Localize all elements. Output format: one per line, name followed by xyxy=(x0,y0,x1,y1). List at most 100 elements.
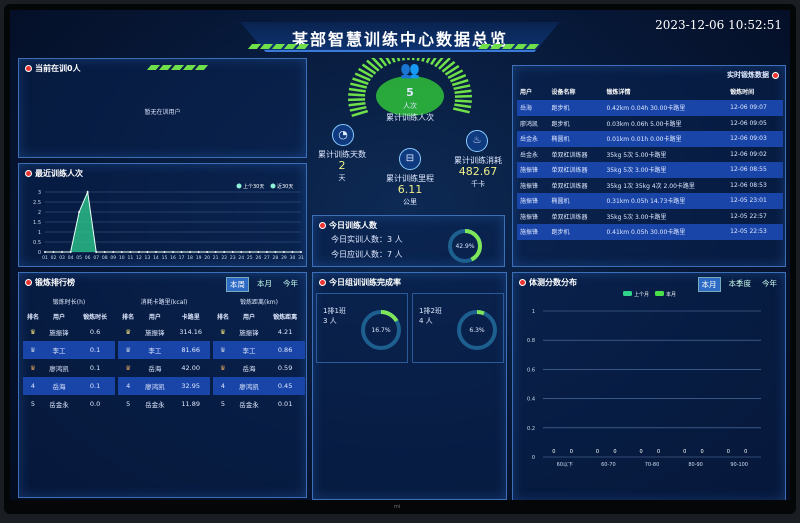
cell: 35kg 1次 35kg 4次 2.00卡路里 xyxy=(606,182,695,190)
cell: 施振锋 xyxy=(520,198,539,206)
y-tick-label: 1.5 xyxy=(33,220,41,226)
data-point xyxy=(257,251,260,253)
table-row: ♛ 施振锋 0.6 xyxy=(23,323,115,341)
cell: 12-05 23:01 xyxy=(730,197,767,205)
data-point xyxy=(120,251,123,253)
cell: 0.03km 0.06h 5.00卡路里 xyxy=(606,120,682,128)
arc-tick xyxy=(378,58,388,67)
data-point xyxy=(223,251,226,253)
cell: 12-06 09:05 xyxy=(730,119,767,127)
ring-progress xyxy=(457,310,497,350)
ranking-tabs: 本周 本月 今年 xyxy=(226,277,301,292)
x-tick-label: 20 xyxy=(204,255,210,261)
bar-value-label: 0 xyxy=(552,449,555,455)
panel-marker-icon xyxy=(319,279,326,286)
table-row: 廖鸿凯 跑步机 0.03km 0.06h 5.00卡路里 12-06 09:05 xyxy=(517,116,783,132)
rank-cell: 4 xyxy=(23,377,43,395)
today-rate-label: 42.9% xyxy=(455,243,475,250)
cell: 施振锋 xyxy=(49,329,69,337)
calories-label: 累计训练消耗 xyxy=(454,156,502,165)
cell: 单双杠训练器 xyxy=(551,213,588,221)
x-tick-label: 19 xyxy=(196,255,202,261)
x-tick-label: 15 xyxy=(162,255,168,261)
cell: 岳海 xyxy=(148,365,162,373)
data-point xyxy=(163,251,166,253)
tab-本周[interactable]: 本周 xyxy=(226,277,249,292)
data-point xyxy=(137,251,140,253)
x-tick-label: 03 xyxy=(59,255,65,261)
cell: 李工 xyxy=(232,341,266,359)
column-header: 用户 xyxy=(53,314,66,321)
x-tick-label: 31 xyxy=(298,255,304,261)
x-tick-label: 24 xyxy=(238,255,244,261)
data-point xyxy=(172,251,174,253)
arc-tick xyxy=(449,74,467,83)
table-row: ♛ 李工 0.1 xyxy=(23,341,115,359)
cell: 施振锋 xyxy=(520,182,539,190)
cell: 12-05 22:57 xyxy=(730,212,767,220)
legend-marker xyxy=(270,183,276,189)
realtime-panel: 实时锻炼数据 用户 设备名称 锻炼详情 锻炼时间 岳海 跑步机 0.42km 0.04h 3… xyxy=(512,65,786,267)
column-header: 排名 xyxy=(216,314,229,321)
table-row: 4 廖鸿凯 32.95 xyxy=(118,377,210,395)
arc-tick xyxy=(357,67,374,78)
y-tick-label: 1 xyxy=(532,309,535,315)
x-tick-label: 14 xyxy=(153,255,159,261)
tab-今年[interactable]: 今年 xyxy=(762,279,777,288)
ranking-board: 消耗卡路里(kcal) 排名 用户 卡路里 ♛ 施振锋 314.16 ♛ 李工 81.66 ♛ 岳海 4… xyxy=(118,297,210,413)
expected-count: 今日应训人数：7 人 xyxy=(331,250,403,259)
x-tick-label: 27 xyxy=(264,255,270,261)
cell: 0.86 xyxy=(265,341,305,359)
arc-tick xyxy=(441,60,456,73)
panel-marker-icon xyxy=(25,170,32,177)
data-point xyxy=(61,251,64,253)
tab-本月[interactable]: 本月 xyxy=(697,277,721,292)
ranking-board: 锻炼时长(h) 排名 用户 锻炼时长 ♛ 施振锋 0.6 ♛ 李工 0.1 ♛ 廖鸿凯 0.1 4 岳海 0.… xyxy=(23,297,115,413)
table-row: 5 岳金永 0.0 xyxy=(23,395,115,413)
page-title: 某部智慧训练中心数据总览 xyxy=(291,30,508,49)
flame-icon: ♨ xyxy=(466,130,488,152)
distance-label: 累计训练里程 xyxy=(386,174,434,183)
rank-cell: 4 xyxy=(118,377,139,395)
crown-icon: ♛ xyxy=(30,364,36,372)
current-training-panel: 当前在训0人 暂无在训用户 xyxy=(18,58,307,158)
arc-tick xyxy=(421,58,425,62)
tab-本月[interactable]: 本月 xyxy=(257,279,272,288)
x-tick-label: 13 xyxy=(145,255,151,261)
bar-value-label: 0 xyxy=(683,449,686,455)
ranking-table: 排名 用户 锻炼时长 ♛ 施振锋 0.6 ♛ 李工 0.1 ♛ 廖鸿凯 0.1 4 岳海 0.1 5 岳金永 0.… xyxy=(23,310,115,413)
table-row: ♛ 施振锋 4.21 xyxy=(213,323,305,341)
cell: 岳金永 xyxy=(145,401,165,409)
cell: 椭圆机 xyxy=(551,198,570,206)
tv-logo: mi xyxy=(394,504,401,510)
column-header: 卡路里 xyxy=(181,314,200,321)
header-row: 排名 用户 锻炼距离 xyxy=(213,310,305,323)
arc-tick xyxy=(349,105,367,112)
table-row: 施振锋 椭圆机 0.31km 0.05h 14.73卡路里 12-05 23:01 xyxy=(517,193,783,209)
arc-tick xyxy=(350,82,368,89)
tab-本季度[interactable]: 本季度 xyxy=(728,279,752,288)
days-unit: 天 xyxy=(338,174,346,182)
table-row: 施振锋 单双杠训练器 35kg 5次 3.00卡路里 12-05 22:57 xyxy=(517,209,783,225)
tab-今年[interactable]: 今年 xyxy=(283,279,298,288)
panel-title: 当前在训0人 xyxy=(35,64,81,73)
arc-tick xyxy=(391,58,396,63)
cell: 单双杠训练器 xyxy=(551,182,588,190)
crown-icon: ♛ xyxy=(220,364,226,372)
cell: 0.1 xyxy=(75,341,115,359)
arc-tick xyxy=(351,109,369,117)
data-point xyxy=(291,251,294,253)
x-tick-label: 17 xyxy=(179,255,185,261)
cell: 单双杠训练器 xyxy=(551,151,588,159)
arc-tick xyxy=(371,58,384,69)
arc-tick xyxy=(366,59,380,72)
empty-message: 暂无在训用户 xyxy=(144,109,181,116)
column-header: 用户 xyxy=(148,314,161,321)
data-point xyxy=(197,251,200,253)
data-point xyxy=(154,251,157,253)
arc-tick xyxy=(348,93,366,97)
data-point xyxy=(282,251,285,253)
arc-tick xyxy=(402,58,405,61)
summary-hub: 👥 5 人次 累计训练人次 ◔ 累计训练天数 2 天 ⊟ 累计训练里程 6.11… xyxy=(310,58,510,218)
data-point xyxy=(52,251,55,253)
